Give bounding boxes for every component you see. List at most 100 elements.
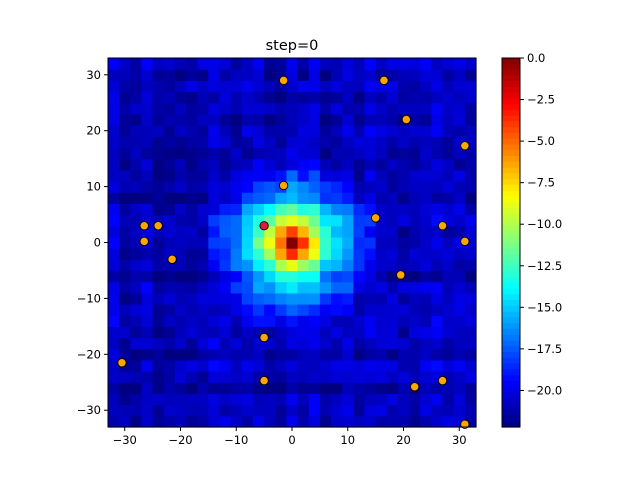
heatmap-cell (119, 281, 131, 294)
heatmap-cell (342, 326, 354, 339)
colorbar-tick-label: 0.0 (527, 51, 545, 65)
heatmap-cell (409, 147, 421, 160)
heatmap-cell (130, 382, 143, 395)
heatmap-cell (331, 337, 343, 350)
colorbar-segment (502, 202, 520, 209)
heatmap-cell (219, 326, 232, 339)
heatmap-cell (174, 382, 187, 395)
heatmap-cell (230, 203, 243, 216)
heatmap-cell (375, 225, 388, 238)
heatmap-cell (297, 292, 310, 305)
heatmap-cell (319, 292, 332, 305)
heatmap-cell (342, 393, 354, 406)
heatmap-cell (219, 69, 232, 81)
heatmap-cell (186, 214, 198, 227)
heatmap-cell (163, 292, 176, 305)
heatmap-cell (297, 102, 310, 115)
heatmap-cell (297, 58, 310, 70)
heatmap-cell (252, 158, 265, 171)
heatmap-cell (152, 80, 165, 93)
heatmap-cell (108, 158, 120, 171)
heatmap-cell (108, 393, 120, 406)
heatmap-cell (331, 292, 343, 305)
heatmap-cell (130, 404, 143, 417)
heatmap-cell (186, 326, 198, 339)
heatmap-cell (386, 270, 399, 283)
heatmap-cell (241, 415, 254, 428)
y-tick-label: 10 (86, 180, 101, 194)
heatmap-cell (364, 348, 377, 361)
heatmap-cell (219, 315, 232, 327)
heatmap-cell (386, 91, 399, 104)
heatmap-cell (130, 393, 143, 406)
heatmap-cell (241, 270, 254, 283)
heatmap-cell (264, 69, 276, 81)
heatmap-cell (108, 225, 120, 238)
heatmap-cell (152, 181, 165, 193)
heatmap-cell (364, 292, 377, 305)
colorbar-segment (502, 403, 520, 411)
heatmap-cell (319, 69, 332, 81)
heatmap-cell (375, 248, 388, 260)
heatmap-cell (442, 125, 455, 137)
heatmap-cell (331, 248, 343, 260)
heatmap-cell (308, 404, 321, 417)
heatmap-cell (331, 214, 343, 227)
heatmap-cell (453, 337, 466, 350)
heatmap-cell (141, 181, 154, 193)
heatmap-cell (141, 304, 154, 316)
heatmap-cell (130, 236, 143, 249)
heatmap-cell (342, 236, 354, 249)
heatmap-cell (230, 236, 243, 249)
heatmap-cell (219, 125, 232, 137)
heatmap-cell (163, 281, 176, 294)
heatmap-cell (208, 359, 221, 372)
heatmap-cell (420, 371, 432, 383)
heatmap-cell (353, 69, 366, 81)
heatmap-cell (275, 315, 288, 327)
heatmap-cell (409, 158, 421, 171)
heatmap-cell (364, 80, 377, 93)
heatmap-cell (163, 304, 176, 316)
heatmap-cell (442, 169, 455, 182)
heatmap-cell (208, 292, 221, 305)
heatmap-cell (275, 248, 288, 260)
heatmap-cell (297, 415, 310, 428)
heatmap-cell (108, 415, 120, 428)
heatmap-cell (174, 181, 187, 193)
scatter-point (278, 75, 289, 86)
heatmap-cell (375, 192, 388, 204)
heatmap-cell (386, 415, 399, 428)
heatmap-cell (252, 236, 265, 249)
heatmap-cell (174, 225, 187, 238)
heatmap-cell (353, 337, 366, 350)
heatmap-cell (208, 326, 221, 339)
heatmap-cell (297, 371, 310, 383)
heatmap-cell (186, 315, 198, 327)
heatmap-cell (397, 415, 410, 428)
colorbar-segment (502, 213, 520, 221)
heatmap-cell (264, 292, 276, 305)
heatmap-cell (442, 102, 455, 115)
heatmap (108, 58, 477, 428)
heatmap-cell (442, 404, 455, 417)
heatmap-cell (409, 181, 421, 193)
heatmap-cell (442, 236, 455, 249)
heatmap-cell (364, 337, 377, 350)
heatmap-cell (397, 80, 410, 93)
heatmap-cell (275, 348, 288, 361)
heatmap-cell (431, 192, 444, 204)
heatmap-cell (174, 393, 187, 406)
colorbar-segment (502, 98, 520, 105)
heatmap-cell (308, 58, 321, 70)
heatmap-cell (219, 259, 232, 272)
heatmap-cell (342, 125, 354, 137)
heatmap-cell (108, 192, 120, 204)
heatmap-cell (119, 91, 131, 104)
heatmap-cell (286, 236, 299, 249)
heatmap-cell (464, 315, 477, 327)
heatmap-cell (375, 415, 388, 428)
heatmap-cell (464, 58, 477, 70)
heatmap-cell (319, 248, 332, 260)
heatmap-cell (353, 147, 366, 160)
